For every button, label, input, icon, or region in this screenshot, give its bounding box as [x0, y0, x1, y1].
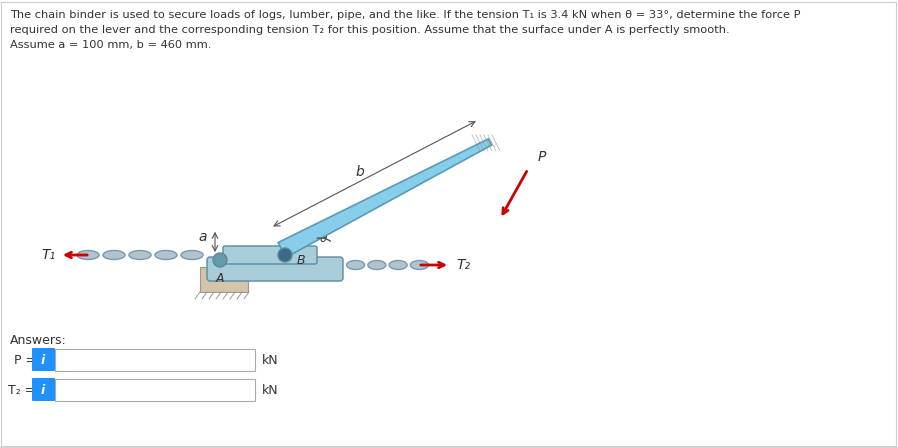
Text: required on the lever and the corresponding tension T₂ for this position. Assume: required on the lever and the correspond… [10, 25, 729, 35]
Text: The chain binder is used to secure loads of logs, lumber, pipe, and the like. If: The chain binder is used to secure loads… [10, 10, 800, 20]
Circle shape [213, 253, 227, 267]
Ellipse shape [410, 261, 428, 270]
FancyBboxPatch shape [223, 246, 317, 264]
Text: Assume a = 100 mm, b = 460 mm.: Assume a = 100 mm, b = 460 mm. [10, 40, 211, 50]
Text: P =: P = [14, 354, 36, 367]
Bar [55, 379, 255, 401]
Polygon shape [278, 139, 491, 257]
Ellipse shape [368, 261, 386, 270]
Text: P: P [538, 150, 546, 164]
Bar [200, 267, 248, 292]
Ellipse shape [181, 250, 203, 260]
Ellipse shape [347, 261, 365, 270]
Text: T₁: T₁ [41, 248, 55, 262]
Ellipse shape [155, 250, 177, 260]
Text: θ: θ [321, 232, 328, 245]
Text: a: a [198, 230, 207, 244]
Text: i: i [41, 354, 45, 367]
FancyBboxPatch shape [32, 348, 55, 371]
Text: kN: kN [262, 384, 278, 396]
Ellipse shape [77, 250, 99, 260]
Ellipse shape [389, 261, 407, 270]
FancyBboxPatch shape [207, 257, 343, 281]
Text: A: A [216, 273, 224, 286]
Circle shape [278, 248, 292, 262]
FancyBboxPatch shape [32, 378, 55, 401]
Text: b: b [355, 165, 364, 179]
Text: T₂ =: T₂ = [8, 384, 35, 396]
Bar [55, 349, 255, 371]
Text: Answers:: Answers: [10, 334, 66, 347]
Text: i: i [41, 384, 45, 396]
Text: B: B [297, 253, 305, 266]
Ellipse shape [129, 250, 151, 260]
Text: kN: kN [262, 354, 278, 367]
Text: T₂: T₂ [456, 258, 470, 272]
Ellipse shape [103, 250, 125, 260]
